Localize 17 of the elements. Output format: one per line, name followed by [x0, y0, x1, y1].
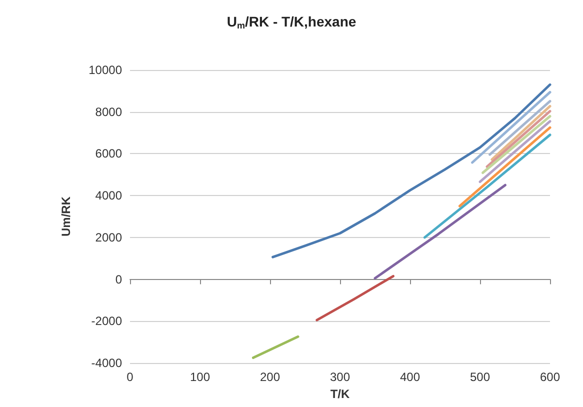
y-tick-label: 10000 [88, 63, 122, 77]
y-tick-label: 6000 [95, 146, 122, 161]
x-tick-label: 0 [126, 370, 134, 384]
y-tick-label: -2000 [91, 314, 122, 328]
x-tick-label: 400 [400, 370, 420, 384]
x-axis-title: T/K [330, 386, 350, 401]
y-tick-label: 2000 [95, 230, 122, 244]
y-tick-label: -4000 [91, 356, 122, 370]
x-tick-label: 600 [540, 370, 560, 384]
y-tick-label: 8000 [95, 104, 122, 119]
x-tick-label: 200 [260, 370, 280, 384]
x-tick-label: 300 [330, 370, 350, 384]
x-tick-label: 100 [190, 370, 210, 384]
x-tick-label: 500 [470, 370, 490, 384]
y-axis-title: Um/RK [59, 196, 73, 237]
y-tick-label: 0 [115, 272, 122, 286]
y-tick-label: 4000 [95, 188, 122, 203]
